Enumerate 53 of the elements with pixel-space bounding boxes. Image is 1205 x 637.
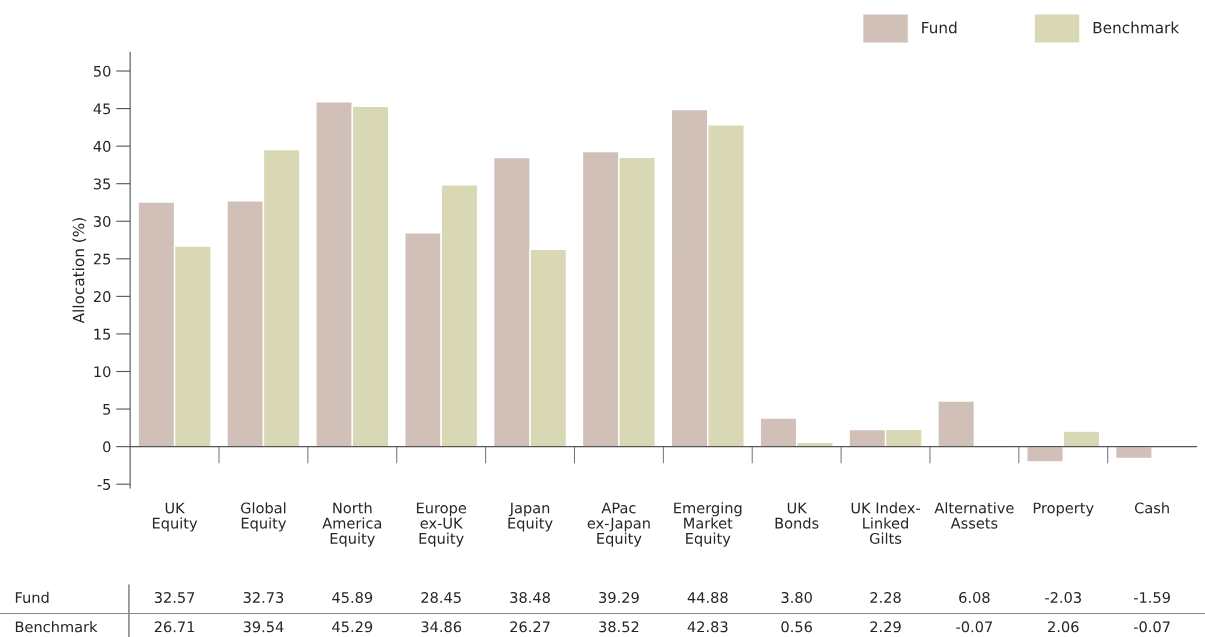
x-tick-label: North America Equity	[322, 502, 382, 547]
x-tick-label: Europe ex-UK Equity	[416, 502, 467, 547]
data-label: 26.27	[510, 621, 550, 633]
data-label: 45.89	[332, 591, 373, 604]
data-label: 0.56	[781, 621, 812, 633]
x-tick-label: APac ex-Japan Equity	[587, 502, 650, 547]
data-label: 44.88	[687, 591, 728, 604]
data-label: 45.29	[332, 621, 373, 633]
x-tick-label: Japan Equity	[508, 502, 553, 532]
data-label: -1.59	[1133, 591, 1170, 604]
x-tick-label: UK Bonds	[775, 502, 819, 529]
text: Benchmark	[15, 621, 98, 633]
data-label: 39.54	[243, 621, 284, 633]
y-tick-label: 50	[93, 65, 111, 77]
data-label: 2.28	[870, 591, 901, 604]
x-tick-label: UK Index- Linked Gilts	[851, 502, 920, 544]
data-label: -2.03	[1045, 591, 1081, 604]
data-label: 2.06	[1048, 621, 1079, 633]
legend-label: Benchmark	[1093, 21, 1180, 34]
y-tick-label: 30	[93, 215, 111, 228]
data-label: 26.71	[154, 621, 195, 633]
data-label: 3.80	[781, 591, 812, 604]
x-tick-label: UK Equity	[152, 502, 198, 532]
y-axis-title: Allocation (%)	[72, 218, 87, 324]
y-tick-label: 0	[103, 441, 111, 453]
x-tick-label: Cash	[1134, 502, 1169, 514]
x-tick-label: Property	[1033, 502, 1094, 517]
data-label: 32.57	[154, 591, 195, 604]
data-label: 6.08	[959, 591, 990, 604]
data-label: -0.07	[1133, 621, 1170, 633]
y-tick-label: 5	[103, 403, 111, 415]
x-tick-label: Global Equity	[241, 502, 287, 532]
y-tick-label: 25	[93, 253, 111, 265]
x-tick-label: Emerging Market Equity	[674, 502, 742, 547]
y-tick-label: 45	[93, 103, 111, 115]
data-label: -0.07	[956, 621, 993, 633]
data-label: 38.48	[510, 591, 550, 604]
legend-label: Fund	[922, 21, 957, 34]
data-label: 34.86	[421, 621, 462, 633]
data-label: 28.45	[421, 591, 461, 604]
data-label: 32.73	[243, 591, 284, 604]
y-tick-label: -5	[97, 479, 111, 490]
y-tick-label: 15	[94, 328, 111, 340]
y-tick-label: 40	[93, 140, 111, 152]
y-tick-label: 10	[94, 366, 111, 378]
y-tick-label: 35	[93, 178, 111, 190]
x-tick-label: Alternative Assets	[934, 502, 1014, 529]
data-label: 38.52	[599, 621, 639, 633]
text: Fund	[15, 591, 49, 604]
y-tick-label: 20	[93, 291, 111, 303]
data-label: 42.83	[687, 621, 728, 633]
data-label: 2.29	[870, 621, 901, 633]
data-label: 39.29	[599, 591, 639, 604]
